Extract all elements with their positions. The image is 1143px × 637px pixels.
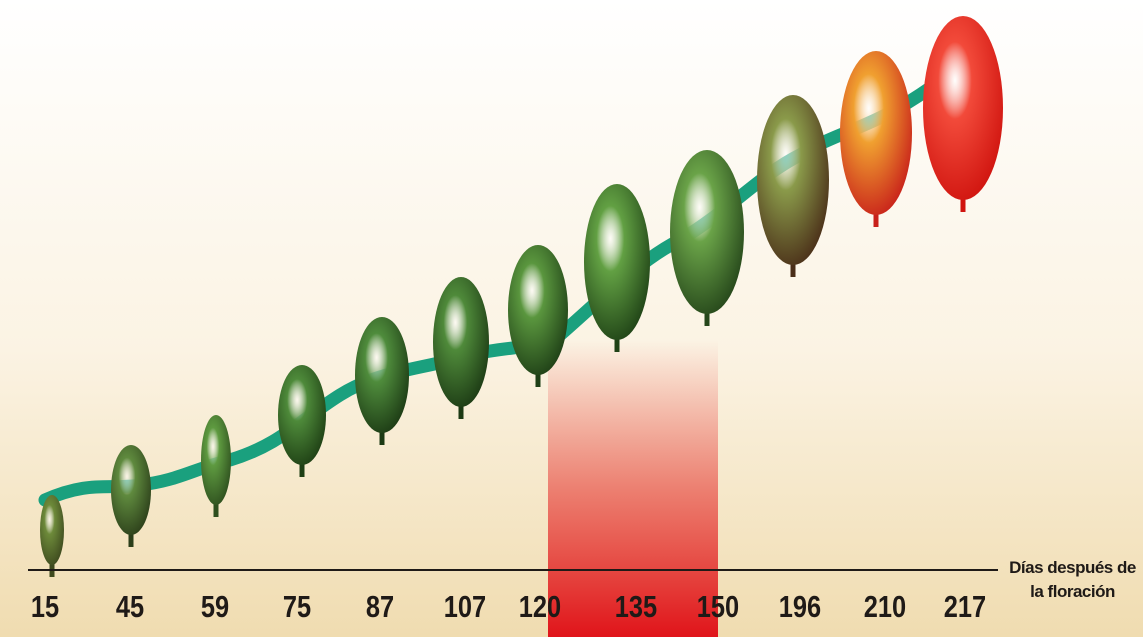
day-label: 45 <box>116 590 144 625</box>
day-label: 135 <box>615 590 657 625</box>
cherry <box>433 277 489 407</box>
cherry <box>508 245 568 375</box>
day-label: 210 <box>864 590 906 625</box>
cherry <box>40 495 64 565</box>
cherry <box>840 51 912 215</box>
day-label: 120 <box>519 590 561 625</box>
day-label: 107 <box>444 590 486 625</box>
day-label: 15 <box>31 590 59 625</box>
cherry <box>355 317 409 433</box>
day-label: 59 <box>201 590 229 625</box>
day-labels: 15 45 59 75 87 107 120 135 150 196 210 217 <box>31 590 986 625</box>
cherry <box>923 16 1003 200</box>
axis-label: Días después de la floración <box>1009 558 1136 601</box>
cherry <box>201 415 231 505</box>
highlight-band <box>548 340 718 637</box>
day-label: 150 <box>697 590 739 625</box>
cherry <box>584 184 650 340</box>
cherry <box>757 95 829 265</box>
day-label: 196 <box>779 590 821 625</box>
day-label: 217 <box>944 590 986 625</box>
day-label: 87 <box>366 590 394 625</box>
cherry <box>278 365 326 465</box>
fruits <box>40 16 1003 577</box>
day-label: 75 <box>283 590 311 625</box>
cherry <box>111 445 151 535</box>
cherry <box>670 150 744 314</box>
